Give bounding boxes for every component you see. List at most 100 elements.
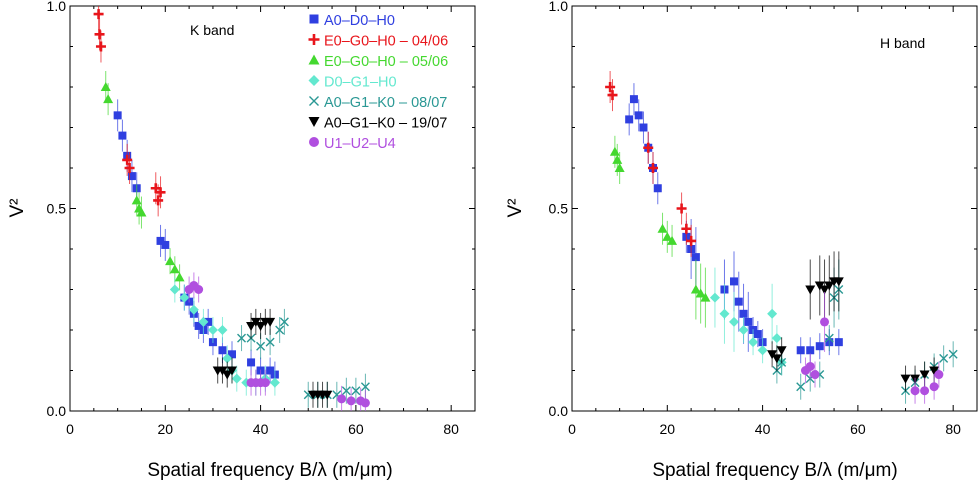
x-tick-label: 80 — [443, 421, 459, 437]
y-tick-label: 0.0 — [47, 403, 67, 419]
data-point — [629, 95, 638, 104]
data-point — [806, 346, 815, 355]
data-point — [279, 317, 289, 327]
legend-marker — [308, 75, 320, 86]
data-point — [265, 317, 276, 327]
data-point — [730, 277, 738, 286]
data-point — [614, 163, 625, 172]
data-point — [729, 316, 739, 327]
data-point — [744, 317, 753, 326]
data-point — [231, 373, 242, 384]
data-point — [934, 370, 944, 380]
data-point — [700, 292, 711, 302]
data-point — [609, 146, 620, 156]
data-point — [824, 281, 835, 291]
data-point — [657, 223, 668, 233]
series-0 — [113, 99, 279, 388]
data-marks — [93, 6, 370, 411]
data-point — [95, 41, 106, 52]
data-point — [910, 386, 920, 396]
legend-marker — [309, 14, 319, 24]
legend: A0–D0–H0 E0–G0–H0 – 04/06 E0–G0–H0 – 05/06… — [308, 13, 448, 152]
data-point — [920, 386, 930, 396]
legend-marker — [309, 96, 319, 106]
band-annotation: H band — [880, 35, 925, 51]
data-point — [634, 111, 643, 120]
data-point — [929, 382, 939, 392]
data-point — [753, 330, 762, 339]
data-point — [237, 333, 247, 343]
data-point — [709, 292, 720, 303]
data-point — [767, 350, 778, 360]
data-point — [643, 142, 654, 153]
data-point — [776, 346, 787, 356]
data-point — [194, 321, 203, 330]
data-point — [929, 366, 940, 376]
tick-labels: 0 20 40 60 80 0.0 0.5 1.0 — [47, 0, 460, 437]
data-point — [155, 187, 166, 198]
legend-marker — [308, 34, 320, 45]
data-point — [662, 231, 673, 241]
data-point — [222, 353, 233, 364]
data-point — [820, 317, 830, 327]
tick-labels: 0 20 40 60 80 0.0 0.5 1.0 — [549, 0, 962, 437]
y-tick-label: 0.5 — [549, 201, 569, 217]
x-tick-label: 20 — [660, 421, 676, 437]
x-axis-label: Spatial frequency B/λ (m/μm) — [652, 460, 897, 481]
x-tick-label: 60 — [348, 421, 364, 437]
legend-label: U1–U2–U4 — [324, 136, 396, 152]
data-point — [805, 361, 815, 371]
data-point — [256, 341, 266, 351]
data-point — [255, 321, 266, 331]
series-3 — [169, 276, 280, 396]
data-point — [124, 163, 135, 173]
data-point — [676, 203, 687, 214]
series-2 — [100, 71, 185, 291]
data-point — [207, 325, 218, 335]
x-tick-label: 0 — [568, 421, 576, 437]
data-point — [122, 154, 133, 165]
legend-label: E0–G0–H0 – 04/06 — [324, 34, 448, 50]
data-point — [127, 172, 136, 181]
data-point — [266, 366, 275, 375]
data-point — [919, 370, 930, 380]
data-point — [648, 163, 658, 173]
data-point — [810, 370, 820, 380]
data-point — [767, 308, 778, 319]
data-point — [605, 82, 616, 92]
data-point — [94, 29, 105, 40]
data-point — [227, 366, 237, 376]
data-point — [275, 325, 285, 335]
band-annotation: K band — [190, 22, 234, 38]
legend-marker — [309, 137, 319, 147]
data-point — [796, 346, 805, 355]
legend-label: A0–D0–H0 — [324, 13, 395, 29]
k-band-panel: 0 20 40 60 80 0.0 0.5 1.0 K band A0–D0–H0 E0–G0–… — [7, 0, 476, 481]
plot-frame — [571, 5, 978, 412]
data-point — [819, 285, 830, 295]
data-point — [639, 123, 648, 132]
data-point — [103, 94, 114, 104]
data-point — [805, 285, 816, 295]
data-point — [351, 386, 361, 396]
data-point — [100, 82, 111, 91]
data-point — [250, 317, 261, 327]
data-point — [169, 284, 180, 295]
data-point — [165, 256, 176, 266]
data-point — [260, 378, 270, 388]
data-point — [771, 354, 782, 364]
data-point — [247, 358, 256, 367]
tick-marks — [571, 5, 977, 412]
series-2 — [609, 135, 711, 328]
data-point — [833, 277, 844, 287]
data-point — [161, 240, 170, 249]
data-point — [690, 284, 701, 294]
data-point — [179, 292, 190, 303]
legend-marker — [308, 54, 320, 65]
series-5 — [212, 308, 333, 408]
legend-label: A0–G1–K0 – 08/07 — [324, 95, 447, 111]
data-point — [217, 366, 228, 376]
data-point — [686, 235, 697, 246]
data-point — [948, 349, 958, 359]
data-point — [360, 398, 370, 408]
